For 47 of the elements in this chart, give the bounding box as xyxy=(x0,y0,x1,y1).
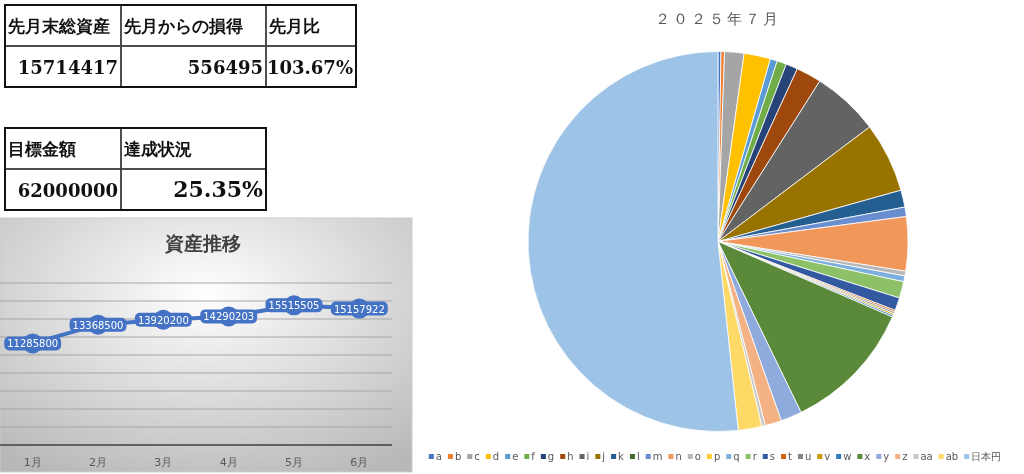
legend-label: p xyxy=(713,451,721,462)
legend-label: w xyxy=(843,451,852,462)
legend-label: n xyxy=(675,451,682,462)
legend-label: x xyxy=(864,451,871,462)
legend-label: t xyxy=(787,451,792,462)
legend-label: f xyxy=(531,451,536,462)
legend-label: s xyxy=(769,451,775,462)
x-tick-label: 5月 xyxy=(285,456,303,469)
x-tick-label: 4月 xyxy=(219,456,238,469)
legend-label: ab xyxy=(945,451,959,462)
legend-label: l xyxy=(636,451,640,462)
legend-label: o xyxy=(694,451,701,462)
x-tick-label: 3月 xyxy=(154,456,173,469)
category-label: 先月末総資産 xyxy=(7,15,110,36)
legend-label: q xyxy=(733,451,740,462)
legend-label: r xyxy=(752,451,758,462)
legend-label: d xyxy=(492,451,500,462)
data-label: 15714417 xyxy=(17,56,118,78)
legend-label: h xyxy=(567,451,574,462)
category-label: 先月からの損得 xyxy=(123,15,243,36)
category-label: 達成状況 xyxy=(124,138,192,159)
data-label: 62000000 xyxy=(17,179,118,201)
legend-label: e xyxy=(512,451,519,462)
legend-label: g xyxy=(547,451,555,462)
category-label: 先月比 xyxy=(268,15,320,36)
chart-title: ２０２５年７月 xyxy=(655,10,781,28)
legend-label: u xyxy=(804,451,812,462)
x-tick-label: 2月 xyxy=(89,456,107,469)
chart-title: 資産推移 xyxy=(164,232,241,254)
data-label: 25.35% xyxy=(173,175,264,202)
legend-label: m xyxy=(652,451,663,462)
legend-label: j xyxy=(601,451,606,462)
legend-label: y xyxy=(883,451,890,462)
x-tick-label: 6月 xyxy=(350,456,369,469)
legend-label: z xyxy=(902,451,908,462)
legend-label: i xyxy=(586,451,590,462)
legend-label: c xyxy=(474,451,480,462)
legend-label: b xyxy=(454,451,462,462)
data-label: 103.67% xyxy=(267,56,353,78)
legend-label: a xyxy=(435,451,442,462)
legend-label: 日本円 xyxy=(971,451,1002,462)
legend-label: aa xyxy=(920,451,933,462)
data-label: 556495 xyxy=(187,56,263,78)
legend-label: k xyxy=(618,451,625,462)
category-label: 目標金額 xyxy=(8,138,76,159)
legend-label: v xyxy=(824,451,831,462)
x-tick-label: 1月 xyxy=(23,456,42,469)
